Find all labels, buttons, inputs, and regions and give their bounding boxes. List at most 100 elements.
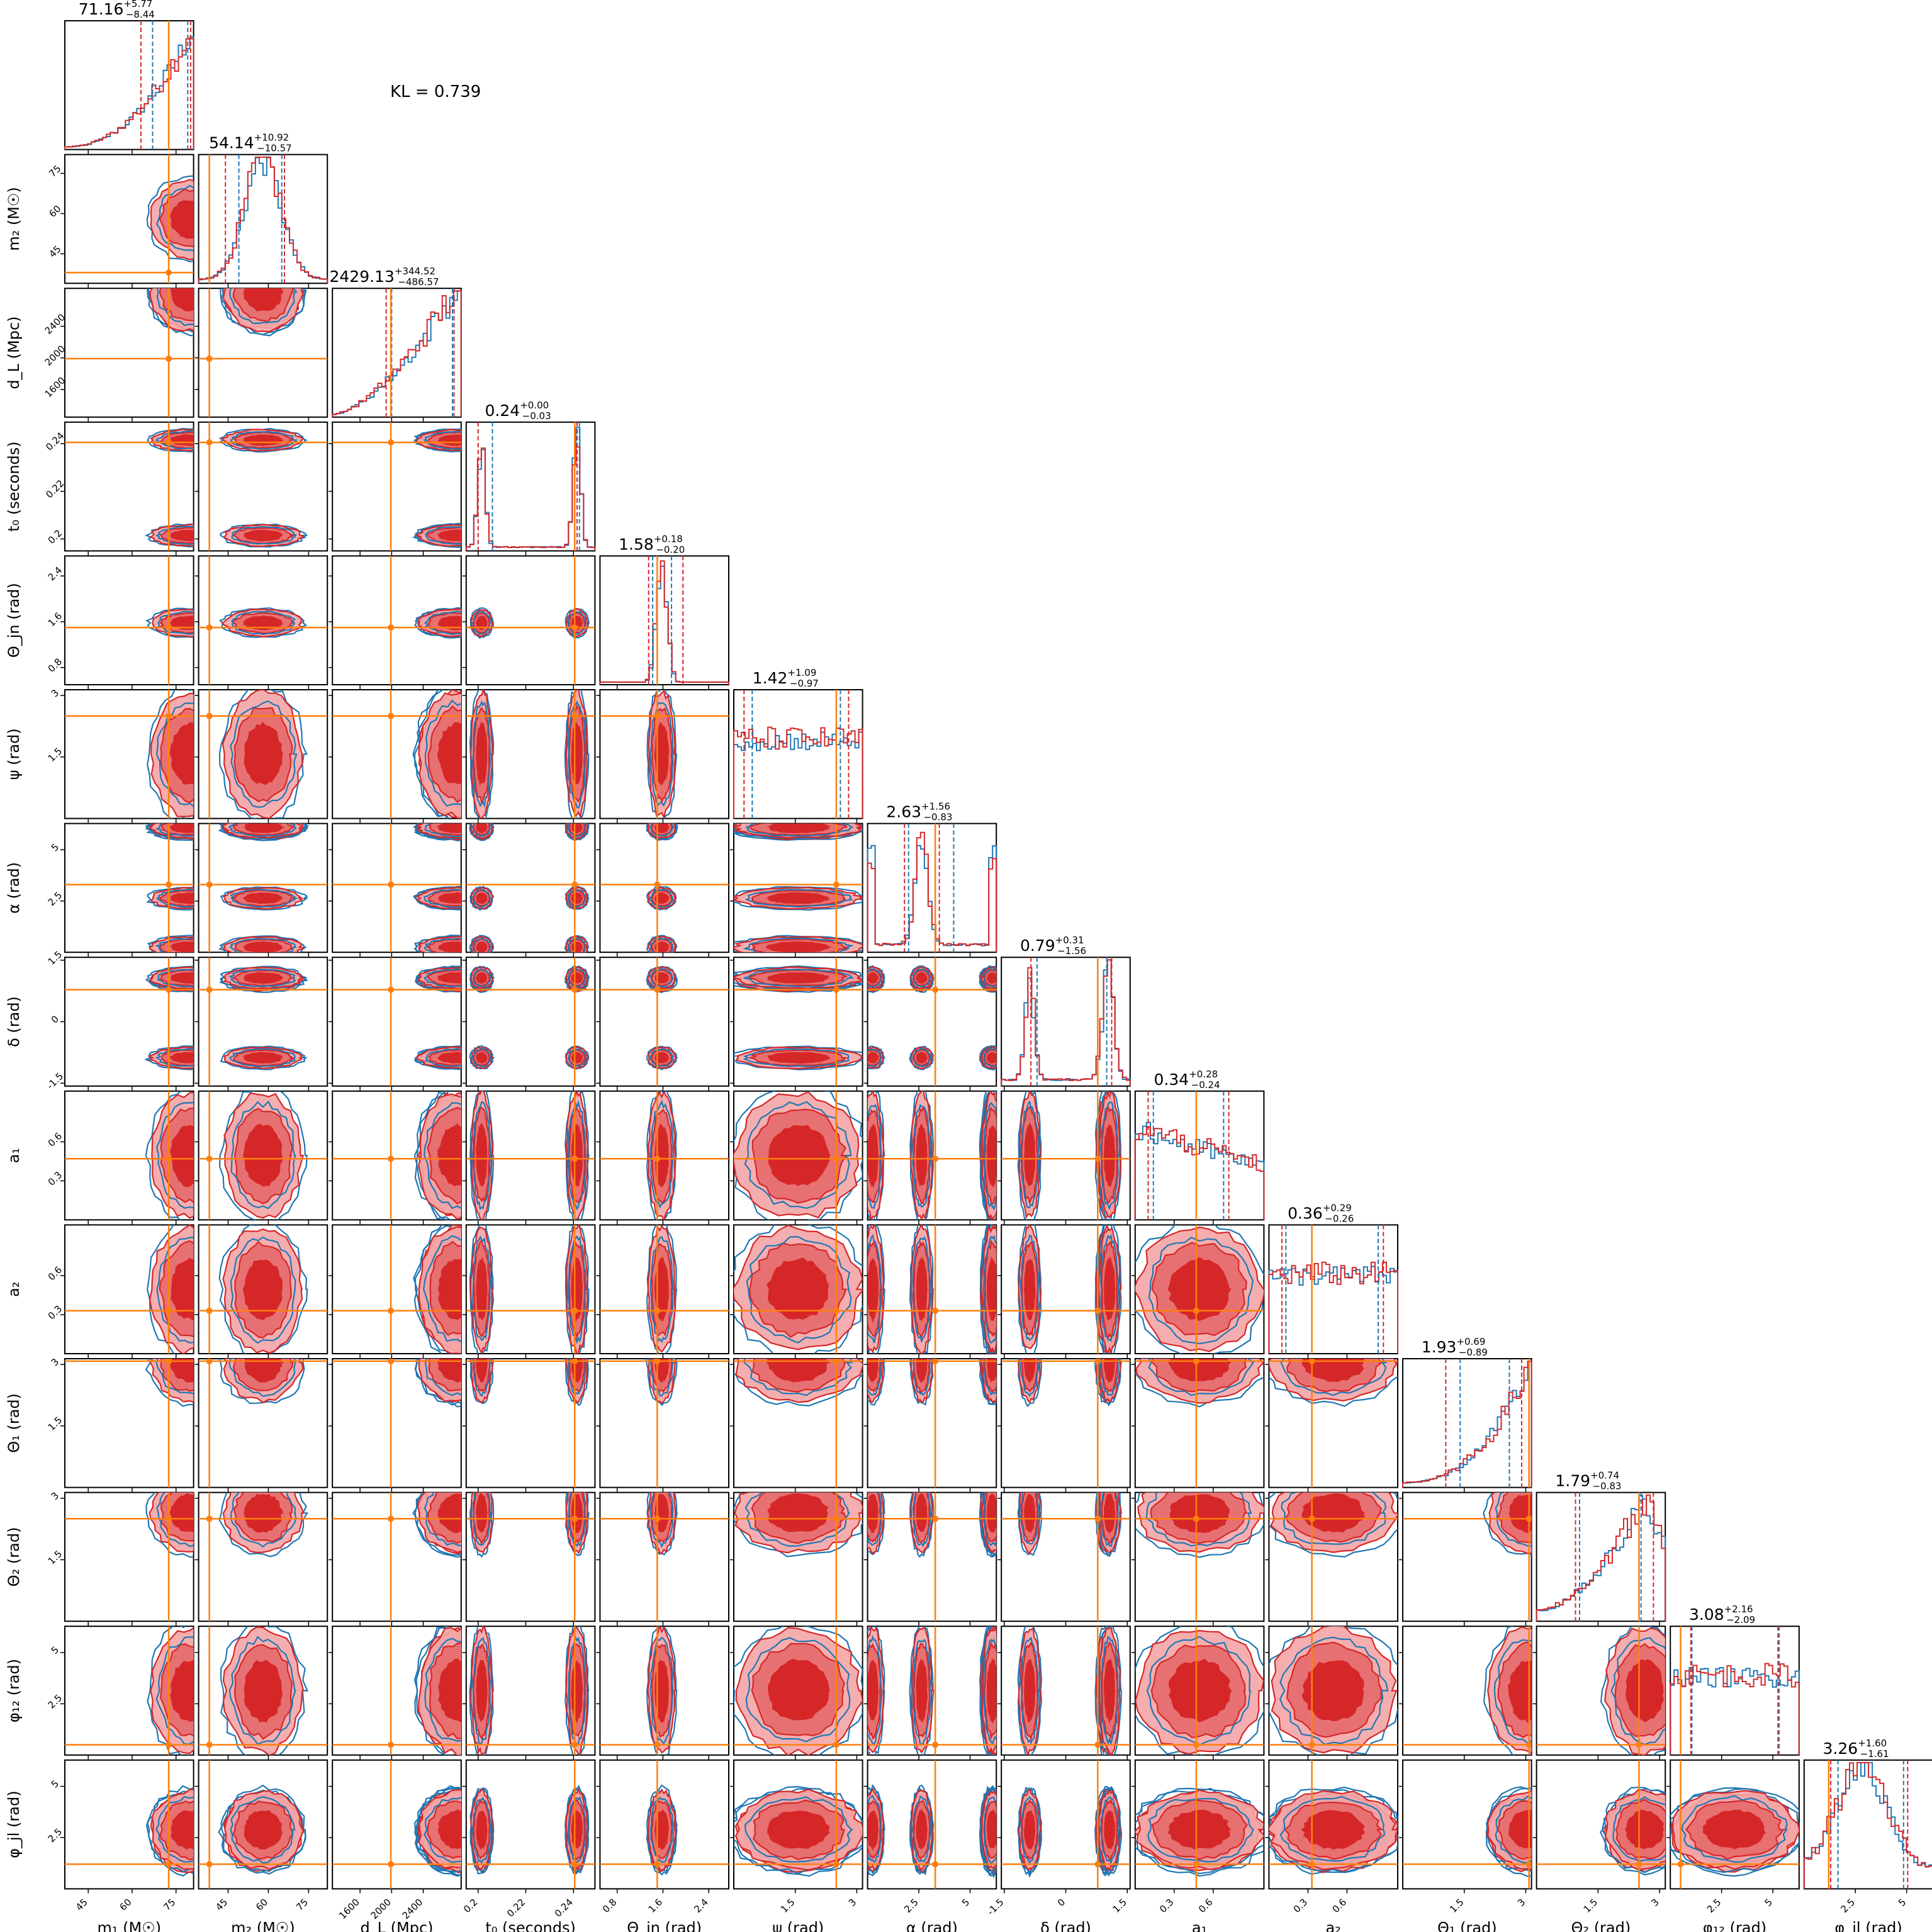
contour-series-b-outer — [413, 1225, 452, 1354]
truth-point — [388, 881, 395, 888]
contour-series-b-outer — [144, 523, 194, 548]
x-tick-label: 1600 — [337, 1897, 362, 1922]
contour-series-b-mid — [912, 1795, 931, 1863]
contour-series-a-inner — [867, 1052, 879, 1064]
truth-point — [1193, 1741, 1199, 1748]
truth-point — [166, 881, 172, 888]
contour-series-a-inner — [243, 1052, 284, 1064]
contour-series-b-mid — [745, 823, 855, 837]
y-tick-label: 5 — [49, 841, 61, 853]
contour-series-b-outer — [1017, 1359, 1042, 1408]
y-tick-label: 0.3 — [46, 1303, 65, 1322]
contour-series-a-inner — [1103, 1256, 1116, 1320]
contour-series-a-inner — [244, 529, 283, 542]
truth-point — [166, 269, 172, 276]
contour-series-b-mid — [228, 823, 296, 838]
contour-panel — [329, 1358, 462, 1492]
contour-series-b-outer — [646, 690, 678, 819]
panel-frame — [599, 823, 730, 953]
y-tick-label: 1.5 — [46, 1548, 65, 1567]
contour-series-a-inner — [767, 1493, 829, 1532]
contour-series-b-outer — [867, 1492, 885, 1556]
contour-series-a-inner — [571, 1660, 583, 1724]
contour-series-a-inner — [1167, 1257, 1232, 1321]
y-tick-label: 2000 — [43, 343, 68, 368]
contour-layer — [867, 1091, 997, 1220]
contour-series-b-mid — [1148, 1237, 1254, 1345]
contour-series-a-inner — [654, 1052, 670, 1064]
contour-series-b-outer — [220, 1626, 309, 1755]
contour-series-b-mid — [1493, 1639, 1532, 1744]
x-tick-label: 0.3 — [1157, 1897, 1176, 1916]
contour-series-b-mid — [472, 823, 491, 837]
contour-series-b-mid — [913, 1359, 931, 1396]
contour-series-b-outer — [414, 607, 461, 639]
contour-panel — [194, 555, 329, 689]
contour-series-b-mid — [649, 1492, 674, 1549]
contour-series-b-mid — [229, 938, 297, 953]
contour-series-b-mid — [472, 1797, 491, 1864]
contour-series-a-inner — [986, 1125, 997, 1188]
contour-panel — [1131, 1358, 1265, 1492]
panel-frame — [1670, 1626, 1800, 1756]
x-axis-label: m₂ (M☉) — [231, 1919, 295, 1932]
contour-series-b-mid — [745, 1637, 851, 1743]
contour-series-b-outer — [218, 1225, 308, 1354]
truth-point — [654, 1155, 661, 1162]
x-tick-label: 0.3 — [1291, 1897, 1310, 1916]
panel-frame — [64, 20, 194, 150]
contour-panel — [194, 823, 329, 957]
y-axis-label: φ₁₂ (rad) — [5, 1659, 23, 1722]
truth-point — [654, 986, 661, 993]
histogram-panel: 0.79+0.31 −1.56 — [1001, 935, 1131, 1091]
contour-series-a-inner — [571, 1493, 583, 1534]
contour-series-a-inner — [476, 823, 488, 833]
contour-series-a-inner — [170, 941, 194, 953]
contour-series-a-inner — [654, 1659, 670, 1723]
contour-panel — [462, 1626, 596, 1760]
contour-series-b-mid — [1279, 1636, 1389, 1746]
contour-layer — [198, 1492, 328, 1622]
contour-series-b-outer — [147, 1785, 194, 1873]
contour-series-a-inner — [1023, 1810, 1036, 1850]
contour-series-b-outer — [469, 1492, 495, 1558]
panel-title: 1.79+0.74 −0.83 — [1555, 1470, 1621, 1492]
contour-series-a-inner — [1301, 1493, 1366, 1532]
contour-series-a-inner — [1168, 1658, 1232, 1722]
truth-point — [206, 355, 213, 362]
contour-series-a-inner — [242, 1123, 283, 1187]
contour-series-a-inner — [171, 1810, 194, 1850]
contour-series-a-inner — [654, 1257, 670, 1322]
contour-series-b-outer — [979, 965, 997, 991]
contour-layer — [332, 823, 461, 953]
contour-series-b-outer — [413, 690, 456, 819]
panel-frame — [1536, 1491, 1666, 1622]
x-tick-label: 2.5 — [1838, 1897, 1857, 1916]
contour-layer — [600, 1359, 729, 1488]
contour-layer — [867, 1760, 997, 1889]
y-tick-label: 5 — [49, 1778, 61, 1790]
y-tick-label: 1600 — [43, 374, 68, 400]
contour-series-b-mid — [1020, 1795, 1039, 1865]
contour-series-a-inner — [767, 1257, 829, 1320]
contour-layer — [867, 957, 997, 1086]
contour-panel: 45 60 75 2.5 5 — [46, 1759, 194, 1913]
contour-series-a-inner — [766, 892, 831, 904]
contour-series-a-inner — [1103, 1658, 1116, 1724]
contour-series-a-inner — [571, 823, 583, 834]
x-tick-label: 45 — [213, 1897, 230, 1913]
contour-layer — [867, 1225, 997, 1354]
truth-point — [206, 1515, 213, 1522]
contour-series-b-outer — [1135, 1492, 1264, 1558]
contour-series-a-inner — [765, 941, 832, 953]
contour-layer — [332, 1225, 461, 1354]
contour-series-b-mid — [424, 937, 461, 953]
contour-panel — [730, 1491, 863, 1626]
contour-layer — [466, 823, 595, 953]
contour-layer — [1001, 1359, 1130, 1488]
contour-series-a-inner — [987, 1493, 997, 1533]
x-tick-label: 2.5 — [902, 1897, 921, 1916]
contour-panel — [863, 1224, 997, 1358]
contour-series-b-mid — [867, 1795, 882, 1863]
x-tick-label: 1.5 — [778, 1897, 797, 1916]
